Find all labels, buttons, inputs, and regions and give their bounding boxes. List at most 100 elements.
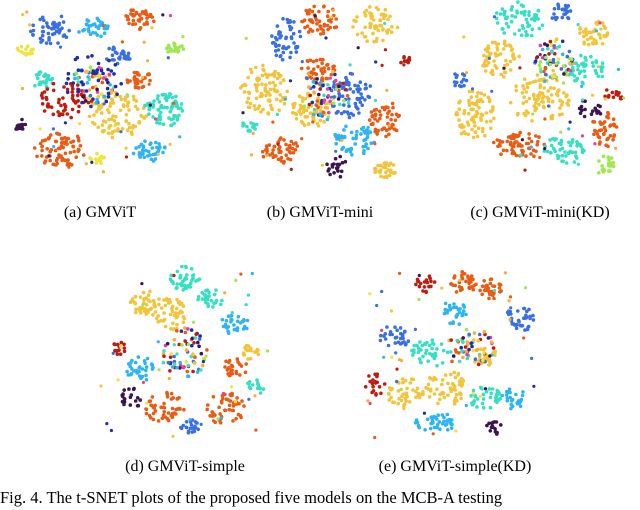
scatter-point [70,107,75,112]
scatter-point [534,56,539,60]
scatter-point [433,354,438,358]
scatter-point [234,371,239,376]
scatter-point [147,72,151,76]
scatter-point [170,280,175,284]
scatter-point [451,283,455,287]
scatter-point [373,142,377,146]
scatter-point [300,137,304,141]
scatter-point [551,68,555,73]
scatter-point [493,427,497,431]
scatter-point [189,328,194,332]
scatter-point [357,111,361,115]
subfigure-label-e: (e) GMViT-simple(KD) [378,458,532,475]
scatter-point [530,27,535,32]
scatter-point [429,415,433,419]
scatter-point [362,138,366,143]
scatter-point [150,367,155,371]
scatter-point [221,391,226,396]
scatter-point [100,80,105,85]
scatter-point [542,94,546,99]
scatter-point [484,284,488,288]
subfigure-label-c: (c) GMViT-mini(KD) [470,204,610,221]
scatter-point [308,58,313,63]
scatter-point [600,21,605,25]
scatter-point [144,312,148,316]
scatter-point [277,108,281,112]
scatter-point [168,49,173,53]
scatter-point [129,372,134,376]
scatter-point [565,93,569,97]
scatter-point [80,100,84,105]
scatter-point [404,391,409,395]
scatter-point [402,402,407,407]
scatter-point [611,117,616,121]
scatter-point [492,291,496,296]
scatter-point [124,112,129,117]
scatter-point [107,46,111,51]
scatter-point [258,391,263,395]
scatter-point [76,68,81,72]
scatter-point [246,90,251,95]
scatter-point [549,86,553,90]
scatter-point [534,101,538,105]
scatter-point [477,106,481,110]
scatter-point [579,53,583,58]
scatter-point [219,302,223,307]
scatter-point [445,412,450,417]
scatter-point [548,150,553,155]
scatter-point [315,28,320,32]
scatter-point [260,73,265,78]
scatter-point [157,302,161,307]
scatter-point [332,171,336,175]
scatter-point [454,429,458,433]
scatter-point [350,72,354,76]
scatter-point [321,57,325,62]
scatter-point [393,341,398,345]
scatter-point [308,93,312,98]
scatter-point [93,84,98,89]
scatter-point [429,421,433,426]
scatter-point [273,42,278,46]
scatter-point [116,378,120,382]
scatter-point [605,31,610,35]
scatter-point [351,136,355,141]
scatter-point [186,327,190,331]
scatter-point [442,395,447,400]
scatter-point [418,340,422,344]
scatter-point [345,81,349,85]
scatter-point [488,361,493,365]
scatter-point [318,57,323,62]
scatter-point [545,149,550,154]
scatter-point [513,15,518,19]
scatter-point [181,288,185,292]
scatter-point [380,328,384,332]
scatter-point [162,317,167,322]
scatter-point [450,418,454,422]
scatter-point [112,72,116,76]
scatter-point [365,135,370,139]
scatter-point [120,40,124,44]
scatter-point [258,386,263,391]
scatter-point [475,100,479,104]
scatter-point [40,144,44,149]
scatter-point [504,393,509,397]
scatter-point [556,4,561,8]
scatter-point [375,303,379,308]
scatter-point [523,168,527,172]
scatter-point [378,338,383,343]
scatter-point [369,141,374,145]
scatter-point [256,382,260,387]
scatter-point [529,152,533,156]
scatter-point [383,161,388,166]
scatter-point [389,309,393,313]
scatter-point [299,112,303,116]
scatter-point [249,153,254,157]
scatter-point [245,318,250,323]
scatter-point [538,67,543,71]
scatter-point [151,159,156,163]
tsne-plot-a [5,0,195,190]
scatter-point [48,41,53,46]
scatter-point [531,318,536,322]
scatter-point [481,358,485,363]
scatter-point [163,324,168,329]
